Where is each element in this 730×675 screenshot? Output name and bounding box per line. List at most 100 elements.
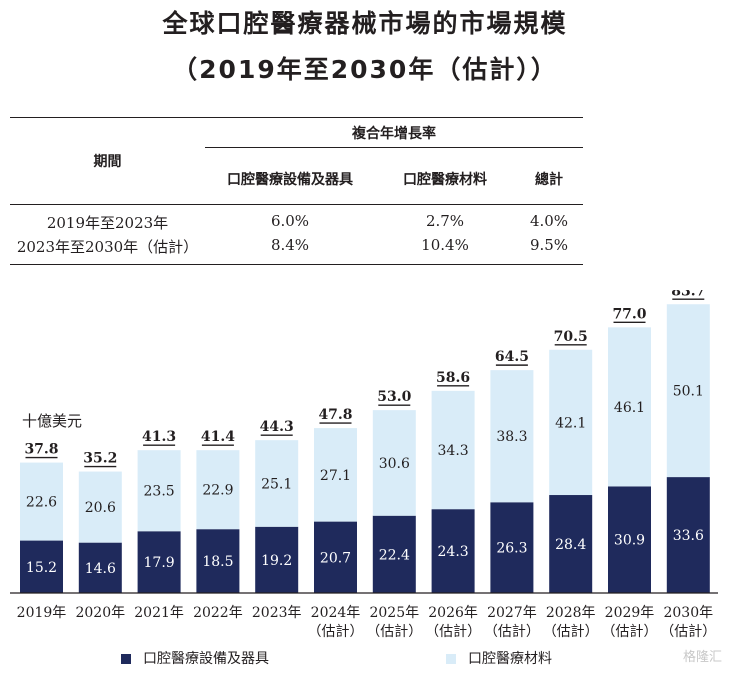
total-label-1: 35.2 — [83, 451, 117, 467]
bar-materials-11 — [666, 304, 710, 478]
legend-swatch-equipment — [121, 654, 131, 664]
chart-title-line1: 全球口腔醫療器械市場的市場規模 — [162, 9, 568, 38]
x-tick-label-3: 2022年 — [193, 605, 243, 621]
x-tick-estimate-10: （估計） — [602, 624, 658, 640]
cagr-table: 複合年增長率 期間 口腔醫療設備及器具 口腔醫療材料 總計 2019年至2023… — [10, 117, 583, 267]
bar-equipment-7 — [431, 509, 475, 593]
total-label-11: 83.7 — [671, 290, 705, 299]
total-label-0: 37.8 — [24, 442, 58, 458]
total-label-10: 77.0 — [612, 306, 646, 322]
value-label-equipment-2: 17.9 — [144, 555, 175, 571]
x-tick-estimate-11: （估計） — [660, 624, 716, 640]
bar-equipment-3 — [196, 529, 240, 593]
period-header: 期間 — [93, 154, 122, 170]
total-label-6: 53.0 — [377, 389, 411, 405]
legend-label-materials: 口腔醫療材料 — [468, 651, 552, 667]
value-label-materials-0: 22.6 — [26, 495, 57, 511]
value-label-materials-6: 30.6 — [379, 456, 410, 472]
value-label-materials-8: 38.3 — [496, 429, 527, 445]
header-rule — [10, 204, 583, 205]
value-label-equipment-6: 22.4 — [379, 547, 410, 563]
value-label-equipment-11: 33.6 — [673, 528, 704, 544]
total-label-9: 70.5 — [554, 329, 588, 345]
x-tick-label-7: 2026年 — [428, 605, 478, 621]
x-tick-label-0: 2019年 — [17, 605, 67, 621]
bar-equipment-4 — [255, 526, 299, 593]
value-label-equipment-5: 20.7 — [320, 550, 351, 566]
x-tick-estimate-8: （估計） — [484, 624, 540, 640]
row1-total: 4.0% — [529, 212, 569, 230]
stacked-bar-chart: 十億美元 15.2 22.6 37.8 2019年 14.6 20.6 35.2 2020年 17… — [10, 290, 718, 640]
table-top-rule — [10, 117, 583, 118]
value-label-materials-5: 27.1 — [320, 468, 351, 484]
cagr-group-header: 複合年增長率 — [352, 126, 436, 142]
bar-materials-6 — [372, 410, 416, 516]
row2-materials: 10.4% — [421, 236, 469, 254]
bar-equipment-9 — [549, 495, 593, 593]
bar-materials-5 — [314, 428, 357, 522]
x-tick-estimate-9: （估計） — [543, 624, 599, 640]
row1-equipment: 6.0% — [270, 212, 310, 230]
row2-equipment: 8.4% — [270, 236, 310, 254]
x-tick-label-6: 2025年 — [369, 605, 419, 621]
value-label-materials-9: 42.1 — [555, 415, 586, 431]
value-label-materials-11: 50.1 — [673, 384, 704, 400]
group-header-rule — [205, 147, 583, 148]
col-header-equipment: 口腔醫療設備及器具 — [227, 172, 353, 188]
bar-equipment-2 — [137, 531, 181, 593]
value-label-materials-4: 25.1 — [261, 476, 292, 492]
x-tick-estimate-6: （估計） — [366, 624, 422, 640]
value-label-equipment-3: 18.5 — [202, 554, 233, 570]
value-label-equipment-0: 15.2 — [26, 560, 57, 576]
bar-materials-2 — [137, 450, 181, 532]
total-label-2: 41.3 — [142, 429, 176, 445]
x-tick-estimate-5: （估計） — [308, 624, 364, 640]
legend-label-equipment: 口腔醫療設備及器具 — [143, 651, 269, 667]
x-tick-label-11: 2030年 — [663, 605, 713, 621]
bar-materials-1 — [78, 471, 122, 543]
chart-title-line2: （2019年至2030年（估計）） — [172, 55, 558, 84]
col-header-total: 總計 — [535, 172, 563, 188]
value-label-equipment-1: 14.6 — [85, 561, 116, 577]
total-label-8: 64.5 — [495, 349, 529, 365]
bar-equipment-0 — [20, 540, 63, 593]
x-tick-label-5: 2024年 — [311, 605, 361, 621]
bar-equipment-11 — [666, 477, 710, 593]
row1-materials: 2.7% — [425, 212, 465, 230]
bar-materials-7 — [431, 390, 475, 510]
bar-materials-4 — [255, 440, 299, 527]
unit-label: 十億美元 — [22, 412, 82, 430]
total-label-4: 44.3 — [260, 419, 294, 435]
total-label-5: 47.8 — [318, 407, 352, 423]
row1-period: 2019年至2023年 — [46, 214, 169, 232]
bar-equipment-6 — [372, 515, 416, 593]
bar-equipment-5 — [314, 521, 357, 593]
x-tick-label-10: 2029年 — [605, 605, 655, 621]
total-label-7: 58.6 — [436, 370, 470, 386]
x-tick-label-4: 2023年 — [252, 605, 302, 621]
legend-swatch-materials — [446, 654, 456, 664]
x-tick-estimate-7: （估計） — [425, 624, 481, 640]
bar-materials-3 — [196, 450, 240, 530]
x-tick-label-2: 2021年 — [134, 605, 184, 621]
value-label-materials-7: 34.3 — [438, 443, 469, 459]
col-header-materials: 口腔醫療材料 — [403, 172, 487, 188]
bar-materials-0 — [20, 462, 63, 541]
watermark-logo: 格隆汇 — [682, 650, 722, 665]
row2-period: 2023年至2030年（估計） — [16, 238, 199, 256]
bar-equipment-8 — [490, 502, 534, 593]
value-label-materials-2: 23.5 — [144, 484, 175, 500]
table-bottom-rule — [10, 264, 583, 265]
bar-materials-9 — [549, 349, 593, 496]
x-tick-label-1: 2020年 — [75, 605, 125, 621]
bar-materials-8 — [490, 370, 534, 503]
value-label-equipment-10: 30.9 — [614, 533, 645, 549]
bar-equipment-1 — [78, 542, 122, 593]
value-label-equipment-4: 19.2 — [261, 553, 292, 569]
value-label-equipment-7: 24.3 — [438, 544, 469, 560]
total-label-3: 41.4 — [201, 429, 235, 445]
x-tick-label-9: 2028年 — [546, 605, 596, 621]
bar-materials-10 — [608, 327, 651, 487]
value-label-materials-10: 46.1 — [614, 400, 645, 416]
value-label-equipment-9: 28.4 — [555, 537, 586, 553]
